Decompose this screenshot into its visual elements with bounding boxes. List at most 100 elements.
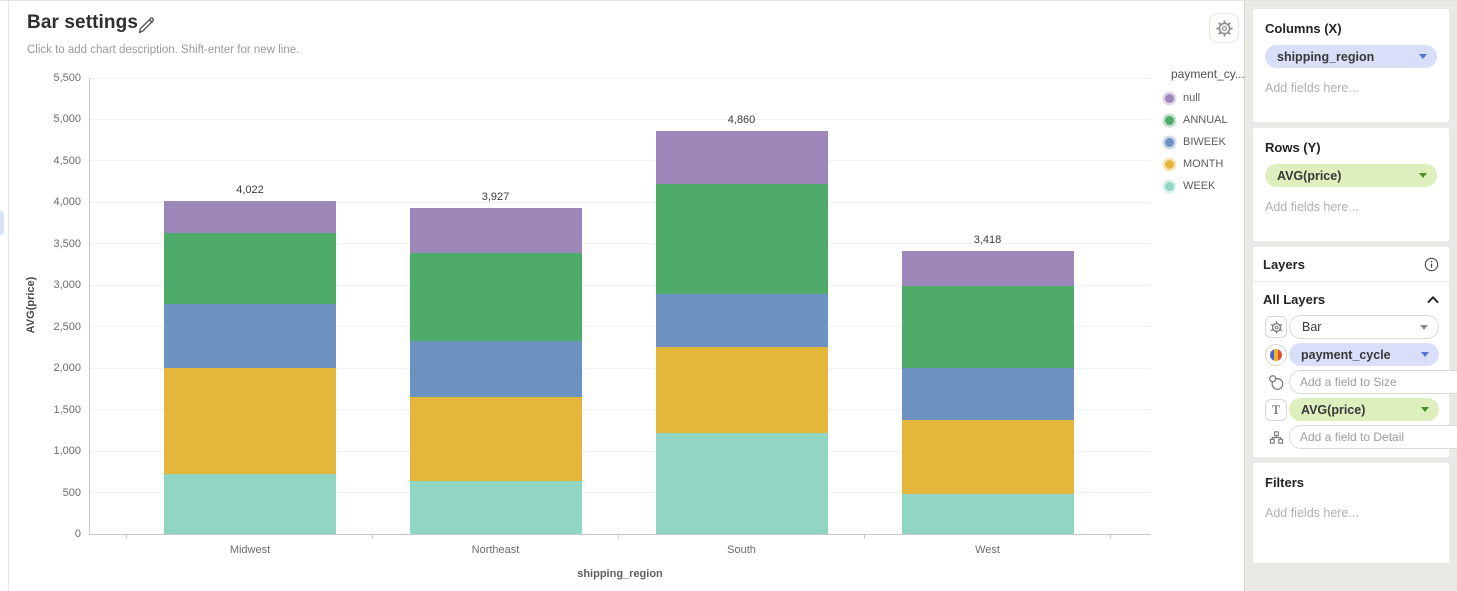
- text-label-icon: T: [1265, 398, 1287, 421]
- gridline: [89, 77, 1151, 79]
- bar-segment-WEEK[interactable]: [409, 480, 582, 534]
- field-pill-avg-price-label[interactable]: AVG(price): [1289, 398, 1439, 421]
- layer-type-row: Bar: [1263, 315, 1439, 339]
- layer-type-value: Bar: [1302, 320, 1322, 334]
- y-axis-title: AVG(price): [25, 276, 37, 334]
- layers-panel: Layers All Layers: [1253, 247, 1457, 457]
- detail-field-input[interactable]: [1289, 425, 1457, 449]
- y-tick-label: 5,000: [53, 113, 81, 126]
- layer-gear-icon: [1265, 316, 1287, 338]
- x-axis-tick: [618, 534, 619, 539]
- bar-segment-null[interactable]: [901, 250, 1074, 287]
- size-field-input[interactable]: [1289, 370, 1457, 394]
- caret-down-icon: [1419, 173, 1427, 178]
- caret-down-icon: [1420, 324, 1428, 330]
- info-icon[interactable]: [1424, 257, 1439, 272]
- columns-shelf-title: Columns (X): [1265, 21, 1342, 36]
- bar-segment-null[interactable]: [164, 200, 336, 234]
- y-tick-label: 0: [74, 528, 81, 540]
- bar-segment-MONTH[interactable]: [655, 347, 828, 433]
- bar-segment-MONTH[interactable]: [164, 367, 336, 475]
- x-axis-tick: [864, 534, 865, 539]
- layer-type-select[interactable]: Bar: [1289, 315, 1439, 339]
- legend-item-label: BIWEEK: [1183, 136, 1226, 148]
- layer-label-row: T AVG(price): [1263, 398, 1439, 421]
- field-pill-shipping-region[interactable]: shipping_region: [1265, 45, 1437, 68]
- bar-total-label: 4,860: [727, 114, 756, 127]
- bar-segment-BIWEEK[interactable]: [164, 303, 336, 368]
- filters-drop-zone[interactable]: Add fields here...: [1265, 506, 1359, 520]
- plot-area: 0 500 1,000 1,500 2,000 2,500 3,000 3,500 4,000 4…: [9, 1, 1245, 591]
- y-tick-label: 2,000: [53, 362, 81, 375]
- field-pill-label: AVG(price): [1301, 402, 1366, 417]
- bar-segment-MONTH[interactable]: [409, 397, 582, 481]
- collapsed-sidebar-pill[interactable]: [0, 211, 4, 235]
- legend-swatch: [1165, 159, 1174, 169]
- bar-segment-BIWEEK[interactable]: [655, 293, 828, 348]
- gridline: [89, 284, 1151, 286]
- bar-total-label: 4,022: [236, 183, 264, 196]
- chart-settings-button[interactable]: [1209, 13, 1239, 43]
- gridline: [89, 492, 1151, 494]
- y-tick-label: 4,500: [53, 154, 81, 167]
- bar-segment-WEEK[interactable]: [655, 433, 828, 534]
- y-tick-label: 500: [62, 486, 81, 499]
- edit-pencil-icon[interactable]: [136, 16, 156, 36]
- legend-item-BIWEEK[interactable]: BIWEEK: [1159, 131, 1259, 153]
- legend-item-MONTH[interactable]: MONTH: [1159, 153, 1259, 175]
- detail-sitemap-icon: [1269, 430, 1283, 444]
- y-tick-label: 1,500: [53, 403, 81, 416]
- chart-description-placeholder[interactable]: Click to add chart description. Shift-en…: [27, 44, 300, 56]
- legend-title: payment_cy...: [1171, 67, 1245, 81]
- bar-segment-BIWEEK[interactable]: [409, 340, 582, 398]
- legend-item-WEEK[interactable]: WEEK: [1159, 175, 1259, 197]
- legend-swatch: [1165, 181, 1174, 191]
- bar-segment-WEEK[interactable]: [164, 474, 336, 534]
- field-pill-label: shipping_region: [1277, 49, 1375, 64]
- x-tick-label: Midwest: [229, 544, 271, 556]
- bar-total-label: 3,927: [481, 191, 510, 204]
- bar-segment-ANNUAL[interactable]: [901, 286, 1074, 368]
- field-pill-avg-price[interactable]: AVG(price): [1265, 164, 1437, 187]
- columns-shelf: Columns (X) shipping_region Add fields h…: [1253, 9, 1449, 122]
- legend-swatch: [1165, 137, 1174, 147]
- field-pill-payment-cycle[interactable]: payment_cycle: [1289, 343, 1439, 366]
- field-pill-label: payment_cycle: [1301, 347, 1391, 362]
- legend-swatch: [1165, 115, 1174, 125]
- legend-item-null[interactable]: null: [1159, 87, 1259, 109]
- bar-segment-null[interactable]: [409, 208, 582, 253]
- bar-segment-null[interactable]: [655, 131, 828, 185]
- y-tick-label: 2,500: [53, 320, 81, 333]
- chevron-up-icon[interactable]: [1427, 295, 1439, 304]
- divider: [1253, 281, 1449, 282]
- legend-item-label: null: [1183, 92, 1201, 104]
- bar-segment-MONTH[interactable]: [901, 420, 1074, 494]
- bar-segment-WEEK[interactable]: [901, 493, 1074, 534]
- filters-shelf: Filters Add fields here...: [1253, 463, 1449, 563]
- page-title[interactable]: Bar settings: [27, 12, 139, 33]
- columns-drop-zone[interactable]: Add fields here...: [1265, 81, 1359, 95]
- rows-drop-zone[interactable]: Add fields here...: [1265, 200, 1359, 214]
- y-tick-label: 3,500: [53, 237, 81, 250]
- caret-down-icon: [1421, 352, 1429, 357]
- gridline: [89, 118, 1151, 120]
- bar-total-label: 3,418: [973, 233, 1002, 246]
- legend-item-label: WEEK: [1183, 180, 1216, 192]
- gridline: [89, 326, 1151, 328]
- x-axis-tick: [1110, 534, 1111, 539]
- gridline: [89, 160, 1151, 162]
- bar-segment-ANNUAL[interactable]: [164, 233, 336, 304]
- legend-item-ANNUAL[interactable]: ANNUAL: [1159, 109, 1259, 131]
- bar-segment-BIWEEK[interactable]: [901, 367, 1074, 421]
- x-tick-label: West: [975, 544, 1000, 556]
- x-axis-title: shipping_region: [577, 568, 663, 580]
- gridline: [89, 409, 1151, 411]
- bar-segment-ANNUAL[interactable]: [655, 184, 828, 294]
- legend-item-label: MONTH: [1183, 158, 1224, 170]
- x-tick-label: Northeast: [471, 544, 520, 556]
- legend-item-label: ANNUAL: [1183, 114, 1228, 126]
- bar-segment-ANNUAL[interactable]: [409, 252, 582, 341]
- gridline: [89, 367, 1151, 369]
- layer-color-row: payment_cycle: [1263, 343, 1439, 366]
